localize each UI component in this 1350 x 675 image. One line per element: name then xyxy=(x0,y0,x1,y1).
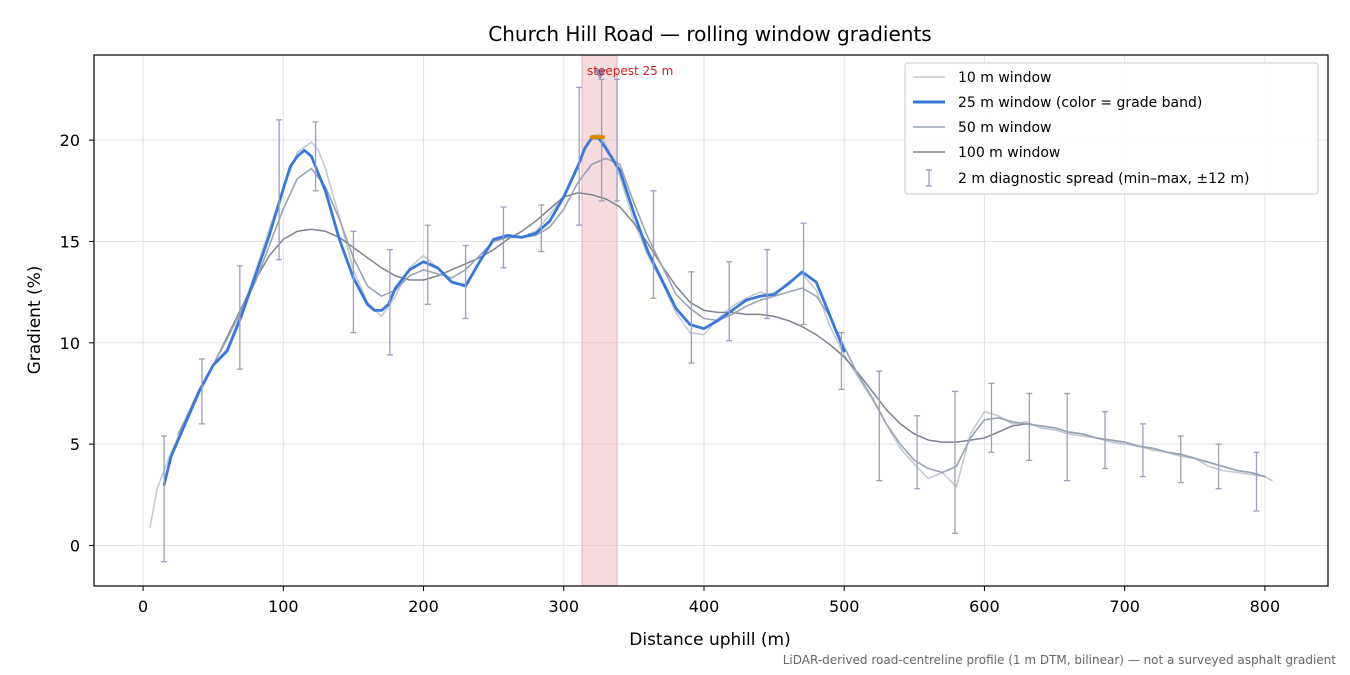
x-tick-label: 700 xyxy=(1109,597,1140,616)
footnote: LiDAR-derived road-centreline profile (1… xyxy=(783,653,1337,667)
x-tick-label: 800 xyxy=(1250,597,1281,616)
legend: 10 m window 25 m window (color = grade b… xyxy=(904,62,1319,195)
legend-label-errorbar: 2 m diagnostic spread (min–max, ±12 m) xyxy=(958,171,1249,187)
errorbar xyxy=(688,271,695,364)
series-line-10m xyxy=(149,133,1273,528)
legend-label-100m: 100 m window xyxy=(958,145,1060,161)
errorbar xyxy=(800,222,807,326)
errorbar xyxy=(1102,411,1109,470)
errorbar xyxy=(876,370,883,482)
plot-frame xyxy=(93,54,1329,587)
errorbar xyxy=(462,244,469,320)
errorbar xyxy=(424,224,431,305)
errorbar xyxy=(614,78,621,202)
steepest-label: steepest 25 m xyxy=(587,64,673,78)
errorbar xyxy=(236,265,243,370)
errorbar xyxy=(951,390,958,534)
legend-label-25m: 25 m window (color = grade band) xyxy=(958,95,1202,111)
errorbar xyxy=(386,248,393,356)
errorbar xyxy=(350,230,357,334)
x-tick-label: 300 xyxy=(548,597,579,616)
errorbar xyxy=(538,204,545,253)
x-axis-ticks: 0 100 200 300 400 500 600 700 800 xyxy=(138,586,1280,616)
errorbar xyxy=(576,86,583,226)
grid xyxy=(94,55,1328,586)
errorbar xyxy=(198,358,205,425)
steepest-marker-triangle xyxy=(594,69,607,80)
chart-title: Church Hill Road — rolling window gradie… xyxy=(488,22,931,46)
series-line-25m xyxy=(162,136,846,487)
y-tick-label: 10 xyxy=(60,334,80,353)
y-axis-ticks: 0 5 10 15 20 xyxy=(60,131,94,555)
errorbar xyxy=(988,382,995,453)
y-tick-label: 15 xyxy=(60,232,80,251)
peak-marks: steepest 25 m xyxy=(587,64,673,140)
errorbar xyxy=(1139,423,1146,478)
errorbars xyxy=(161,78,1260,563)
errorbar xyxy=(1215,443,1222,490)
errorbar xyxy=(914,415,921,490)
errorbar xyxy=(312,121,319,192)
errorbar xyxy=(838,332,845,391)
errorbar xyxy=(598,78,605,202)
y-axis-label: Gradient (%) xyxy=(25,266,45,375)
legend-swatch-errorbar xyxy=(926,169,932,187)
errorbar xyxy=(650,190,657,299)
y-tick-label: 20 xyxy=(60,131,80,150)
errorbar xyxy=(161,435,168,563)
legend-label-10m: 10 m window xyxy=(958,70,1051,86)
x-tick-label: 400 xyxy=(689,597,720,616)
errorbar xyxy=(764,248,771,320)
errorbar xyxy=(276,119,283,261)
x-tick-label: 100 xyxy=(268,597,299,616)
errorbar xyxy=(1177,435,1184,484)
x-tick-label: 500 xyxy=(829,597,860,616)
x-tick-label: 200 xyxy=(408,597,439,616)
legend-label-50m: 50 m window xyxy=(958,120,1051,136)
y-tick-label: 0 xyxy=(70,536,80,555)
errorbar xyxy=(1253,451,1260,512)
x-tick-label: 0 xyxy=(138,597,148,616)
x-axis-label: Distance uphill (m) xyxy=(629,630,790,650)
x-tick-label: 600 xyxy=(969,597,1000,616)
y-tick-label: 5 xyxy=(70,435,80,454)
errorbar xyxy=(1026,392,1033,461)
errorbar xyxy=(1064,392,1071,482)
errorbar xyxy=(500,206,507,269)
errorbar xyxy=(726,261,733,342)
legend-frame xyxy=(904,62,1319,195)
